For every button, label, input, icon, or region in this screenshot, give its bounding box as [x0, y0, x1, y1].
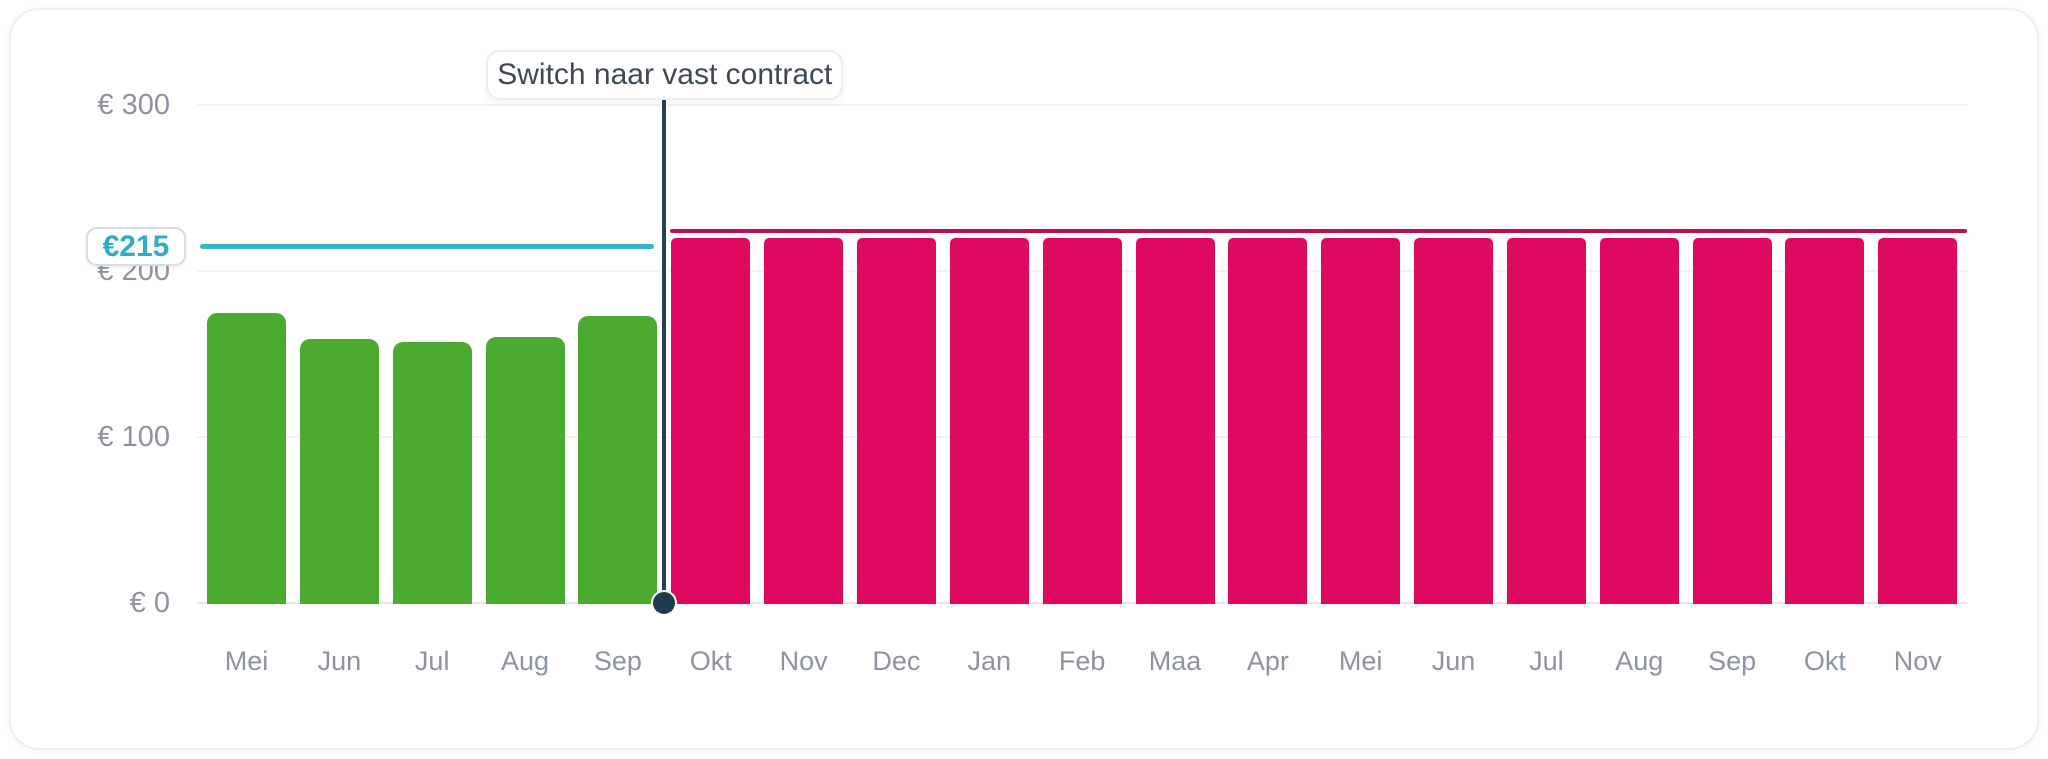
bar-sep-pink[interactable] — [1692, 237, 1772, 604]
bar-dec-pink[interactable] — [856, 237, 936, 604]
reference-price-line — [200, 243, 655, 249]
bar-okt-pink[interactable] — [671, 237, 751, 604]
reference-price-label: €215 — [102, 229, 170, 263]
x-axis-label-0-mei: Mei — [224, 646, 269, 676]
x-axis-label-15-aug: Aug — [1615, 646, 1664, 676]
switch-tooltip-label: Switch naar vast contract — [497, 58, 833, 91]
bar-mei-green[interactable] — [207, 312, 286, 604]
reference-price-badge: €215 — [86, 227, 186, 266]
x-axis-label-11-apr: Apr — [1246, 646, 1289, 676]
x-axis-label-16-sep: Sep — [1708, 646, 1757, 676]
x-axis-label-14-jul: Jul — [1529, 646, 1564, 676]
x-axis-label-17-okt: Okt — [1803, 646, 1846, 676]
y-axis-tick-label: € 300 — [97, 89, 170, 121]
x-axis-label-5-okt: Okt — [689, 646, 732, 676]
x-axis-label-9-feb: Feb — [1058, 646, 1106, 676]
x-axis-label-8-jan: Jan — [967, 646, 1012, 676]
x-axis-label-2-jul: Jul — [414, 646, 450, 676]
x-axis-label-3-aug: Aug — [501, 646, 550, 676]
bar-nov-pink[interactable] — [1878, 237, 1958, 604]
bar-maa-pink[interactable] — [1135, 237, 1215, 604]
gridline-300 — [197, 104, 1967, 106]
x-axis-label-12-mei: Mei — [1338, 646, 1383, 676]
bar-jun-green[interactable] — [299, 339, 379, 604]
x-axis-label-13-jun: Jun — [1431, 646, 1476, 676]
bar-sep-green[interactable] — [578, 315, 658, 604]
bar-jun-pink[interactable] — [1414, 237, 1494, 604]
bar-okt-pink[interactable] — [1785, 237, 1865, 604]
bar-jan-pink[interactable] — [949, 237, 1029, 604]
y-axis-tick-label: € 100 — [97, 421, 170, 453]
x-axis-label-18-nov: Nov — [1893, 646, 1942, 676]
bar-aug-pink[interactable] — [1599, 237, 1679, 604]
bar-jul-pink[interactable] — [1506, 237, 1586, 604]
bar-feb-pink[interactable] — [1042, 237, 1122, 604]
bar-jul-green[interactable] — [392, 342, 472, 604]
bar-mei-pink[interactable] — [1321, 237, 1401, 604]
switch-marker-line — [662, 100, 667, 603]
bar-apr-pink[interactable] — [1228, 237, 1308, 604]
x-axis-label-7-dec: Dec — [872, 646, 921, 676]
switch-tooltip: Switch naar vast contract — [486, 50, 844, 100]
x-axis-label-1-jun: Jun — [317, 646, 362, 676]
x-axis-label-6-nov: Nov — [779, 646, 828, 676]
fixed-contract-price-line — [670, 229, 1967, 234]
switch-drag-handle-dot[interactable] — [653, 592, 676, 614]
y-axis-tick-label: € 0 — [129, 587, 170, 619]
bar-nov-pink[interactable] — [764, 237, 844, 604]
bar-aug-green[interactable] — [485, 337, 565, 604]
x-axis-label-10-maa: Maa — [1148, 646, 1202, 676]
x-axis-label-4-sep: Sep — [593, 646, 642, 676]
